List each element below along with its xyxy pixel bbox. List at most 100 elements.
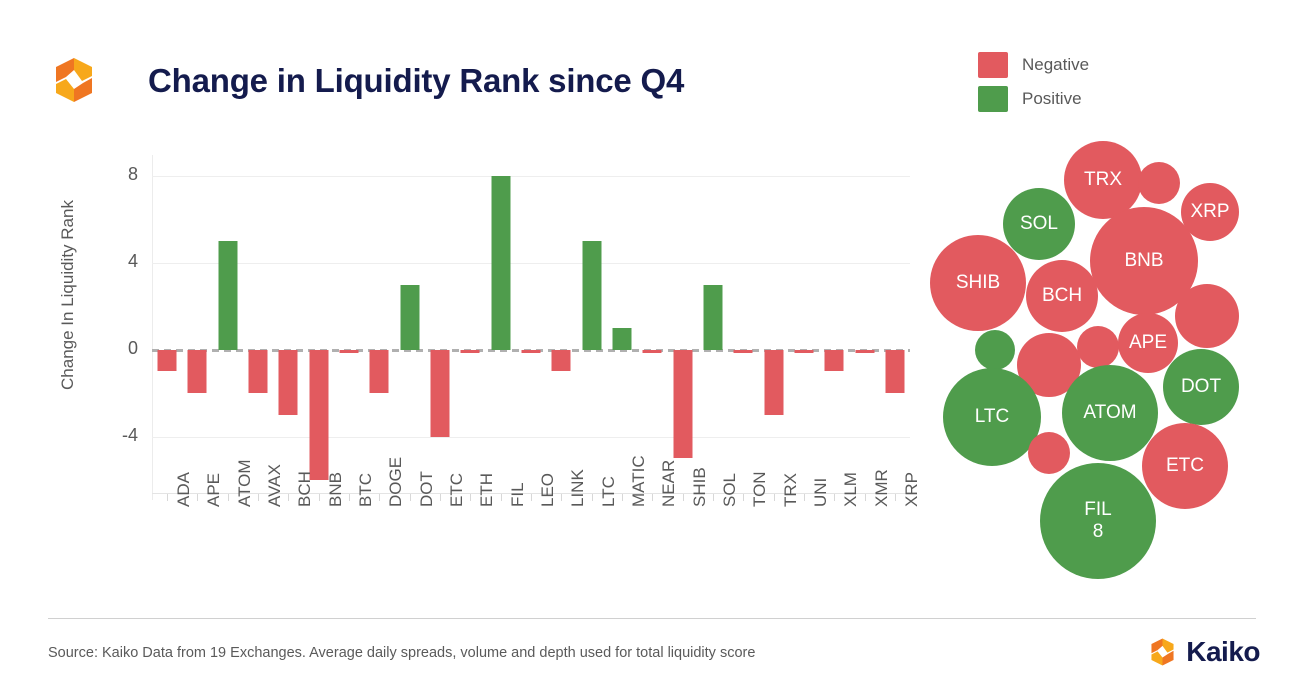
bubble[interactable] [1028,432,1070,474]
y-axis-tick-label: 4 [127,250,138,271]
bar[interactable] [551,349,571,372]
bar-slot[interactable] [364,163,394,493]
bar-slot[interactable] [667,163,697,493]
bar[interactable] [248,349,268,394]
bar[interactable] [187,349,207,394]
legend-label-positive: Positive [1022,89,1082,108]
bar-slot[interactable] [880,163,910,493]
bar-slot[interactable] [819,163,849,493]
x-axis-tick [258,494,260,501]
bar-slot[interactable] [758,163,788,493]
gridline [152,176,910,178]
bar-slot[interactable] [395,163,425,493]
bar-slot[interactable] [213,163,243,493]
x-axis-tick [349,494,351,501]
x-axis-tick [531,494,532,501]
bar[interactable] [400,284,420,350]
bar-slot[interactable] [273,163,303,493]
x-axis-tick [834,494,836,501]
bubble-bch[interactable]: BCH [1026,260,1098,332]
bubble-xrp[interactable]: XRP [1181,183,1239,241]
source-note: Source: Kaiko Data from 19 Exchanges. Av… [48,645,756,661]
legend-item-negative: Negative [978,48,1089,82]
bar[interactable] [582,241,602,350]
bar[interactable] [460,349,480,353]
x-axis-tick [621,494,623,501]
bar[interactable] [642,349,662,353]
bar[interactable] [824,349,844,372]
bar[interactable] [673,349,693,459]
bubble-label: FIL [1084,499,1112,521]
bubble-value-label: 8 [1092,521,1104,542]
bar[interactable] [430,349,450,437]
bar-slot[interactable] [182,163,212,493]
bubble-atom[interactable]: ATOM [1062,365,1158,461]
y-axis-tick-label: 8 [127,164,138,185]
bar[interactable] [339,349,359,353]
bar[interactable] [794,349,814,353]
bubble[interactable] [975,330,1015,370]
bar-slot[interactable] [728,163,758,493]
bubble-label: BCH [1041,285,1083,307]
bar-slot[interactable] [516,163,546,493]
x-axis-tick [712,494,714,501]
bar-series [152,163,910,493]
bar-slot[interactable] [607,163,637,493]
bar[interactable] [491,176,511,350]
x-axis-tick [227,494,229,501]
bar-plot-area [152,163,910,493]
bar[interactable] [309,349,329,480]
bar-slot[interactable] [243,163,273,493]
x-axis-tick [379,494,381,501]
bubble[interactable] [1175,284,1239,348]
bar-slot[interactable] [637,163,667,493]
x-axis-tick [470,494,472,501]
bubble-ape[interactable]: APE [1118,313,1178,373]
footer-divider [48,618,1256,619]
bubble-dot[interactable]: DOT [1163,349,1239,425]
chart-header: Change in Liquidity Rank since Q4 Negati… [0,0,1304,135]
bar-chart: Change In Liquidity Rank 8 4 0 -4 ADA APE ATO… [0,135,930,585]
x-axis-tick [318,494,320,501]
bar-slot[interactable] [486,163,516,493]
bar[interactable] [764,349,784,415]
bar-slot[interactable] [849,163,879,493]
legend-swatch-positive [978,86,1008,112]
bar[interactable] [369,349,389,394]
bubble-trx[interactable]: TRX [1064,141,1142,219]
bar-slot[interactable] [455,163,485,493]
bubble-shib[interactable]: SHIB [930,235,1026,331]
bubble[interactable] [1138,162,1180,204]
bar[interactable] [703,284,723,350]
y-axis-spine [152,155,153,500]
bubble-ltc[interactable]: LTC [943,368,1041,466]
bubble-etc[interactable]: ETC [1142,423,1228,509]
bar-slot[interactable] [789,163,819,493]
bubble-label: APE [1128,332,1168,354]
bar-slot[interactable] [576,163,606,493]
x-axis-tick [167,494,169,501]
bar-slot[interactable] [334,163,364,493]
bar-slot[interactable] [152,163,182,493]
bar[interactable] [218,241,238,350]
bar[interactable] [521,349,541,353]
bar-slot[interactable] [425,163,455,493]
bubble[interactable] [1077,326,1119,368]
x-axis-tick [197,494,199,501]
footer-wordmark: Kaiko [1186,636,1260,667]
bar-slot[interactable] [698,163,728,493]
bubble-sol[interactable]: SOL [1003,188,1075,260]
bar-slot[interactable] [546,163,576,493]
bubble-fil[interactable]: FIL 8 [1040,463,1156,579]
bubble-label: DOT [1180,376,1222,398]
bar[interactable] [278,349,298,415]
bar[interactable] [885,349,905,394]
bar[interactable] [157,349,177,372]
legend-item-positive: Positive [978,82,1089,116]
bubble-label: SOL [1019,213,1059,235]
bar-slot[interactable] [304,163,334,493]
bar[interactable] [733,349,753,353]
bar[interactable] [855,349,875,353]
x-axis-tick [591,494,593,501]
bar[interactable] [612,328,632,350]
